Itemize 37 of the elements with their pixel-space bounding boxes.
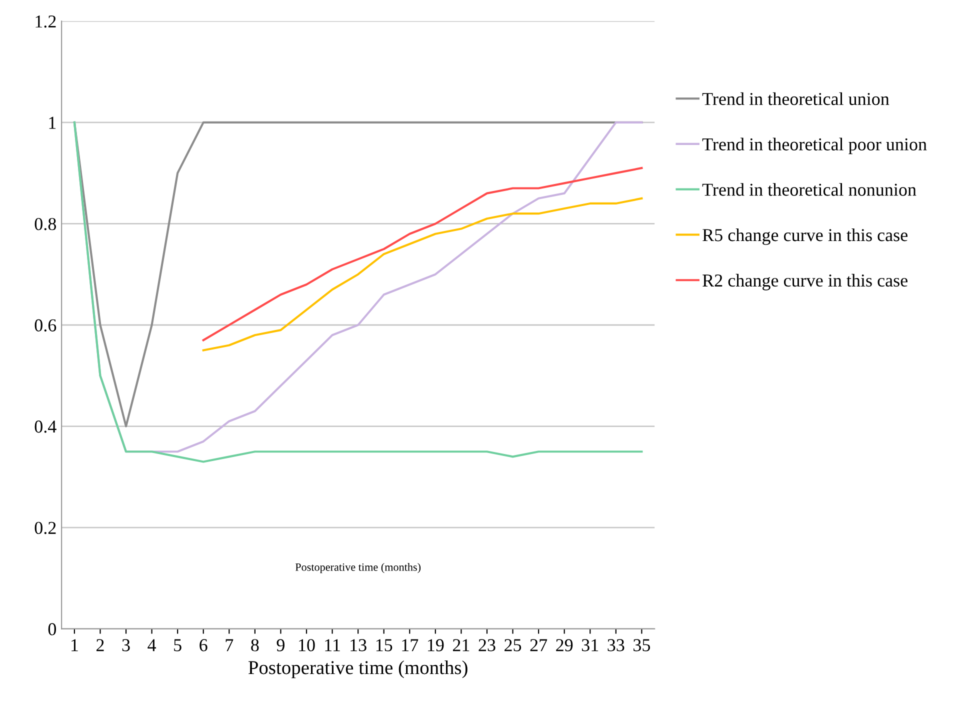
y-tick-label: 1 xyxy=(49,116,56,129)
legend-label: Trend in theoretical poor union xyxy=(702,138,927,154)
x-tick-label: 21 xyxy=(452,639,470,652)
x-tick-label: 25 xyxy=(504,639,522,652)
x-tick-label: 19 xyxy=(428,639,444,652)
legend-label: Trend in theoretical union xyxy=(702,92,890,106)
x-tick-label: 11 xyxy=(325,639,340,652)
x-tick-label: 1 xyxy=(72,639,78,652)
y-tick-label: 0.4 xyxy=(34,420,56,433)
x-tick-label: 3 xyxy=(122,639,130,652)
x-axis-title: Postoperative time (months) xyxy=(248,660,468,678)
x-tick-label: 7 xyxy=(226,639,234,652)
x-tick-label: 31 xyxy=(582,639,598,652)
x-tick-label: 2 xyxy=(96,639,104,652)
x-tick-label: 29 xyxy=(556,639,573,652)
y-tick-label: 1.2 xyxy=(36,15,56,28)
x-tick-label: 6 xyxy=(200,639,208,652)
x-tick-label: 27 xyxy=(530,639,548,652)
x-tick-label: 17 xyxy=(402,639,418,652)
legend-label: R2 change curve in this case xyxy=(702,274,908,290)
x-tick-label: 10 xyxy=(299,639,315,652)
x-tick-label: 5 xyxy=(174,639,182,652)
x-tick-label: 35 xyxy=(634,639,650,652)
x-tick-label: 13 xyxy=(350,639,366,652)
x-tick-label: 15 xyxy=(376,639,392,652)
x-tick-label: 8 xyxy=(251,639,259,652)
y-tick-label: 0.8 xyxy=(34,218,56,230)
x-tick-label: 9 xyxy=(276,639,284,652)
x-tick-label: 33 xyxy=(608,639,624,652)
y-tick-label: 0.2 xyxy=(34,522,56,534)
annotation: Postoperative time (months) xyxy=(295,563,421,574)
y-tick-label: 0.6 xyxy=(34,319,56,332)
x-tick-label: 4 xyxy=(148,639,156,652)
y-tick-label: 0 xyxy=(48,623,56,636)
legend-label: R5 change curve in this case xyxy=(702,228,908,245)
legend-label: Trend in theoretical nonunion xyxy=(702,183,916,196)
x-tick-label: 23 xyxy=(478,639,496,652)
